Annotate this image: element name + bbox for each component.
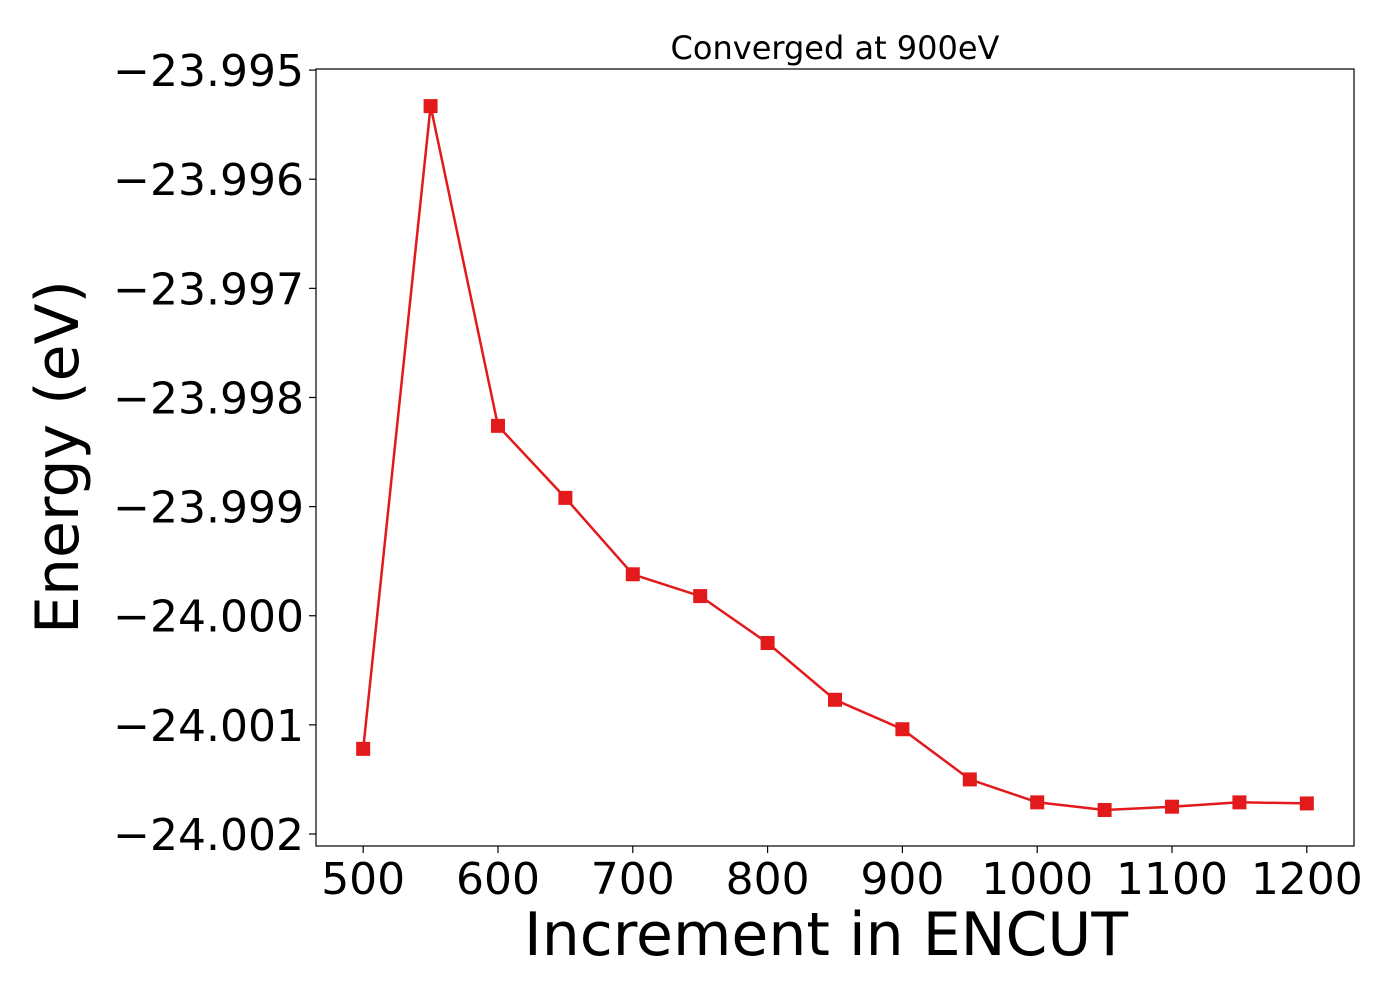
y-tick-label: −23.996 xyxy=(113,155,304,206)
x-tick-label: 1200 xyxy=(1251,854,1363,905)
x-axis-label: Increment in ENCUT xyxy=(524,900,1128,970)
x-tick-label: 700 xyxy=(591,854,675,905)
data-point-marker xyxy=(558,490,573,505)
y-tick-label: −24.002 xyxy=(113,810,304,861)
data-point-marker xyxy=(895,722,910,737)
y-tick-label: −24.000 xyxy=(113,592,304,643)
x-tick-label: 1100 xyxy=(1116,854,1228,905)
data-point-marker xyxy=(1299,796,1314,811)
x-tick-label: 1000 xyxy=(981,854,1093,905)
data-point-marker xyxy=(1165,799,1180,814)
y-tick-label: −23.995 xyxy=(113,46,304,97)
y-tick-label: −24.001 xyxy=(113,701,304,752)
y-tick-label: −23.997 xyxy=(113,264,304,315)
x-tick-label: 600 xyxy=(456,854,540,905)
data-point-marker xyxy=(760,636,775,651)
x-tick-label: 800 xyxy=(726,854,810,905)
y-axis: −23.995 −23.996 −23.997 −23.998 −23.999 −24.0… xyxy=(113,46,316,861)
data-point-marker xyxy=(962,772,977,787)
y-tick-label: −23.999 xyxy=(113,483,304,534)
data-point-marker xyxy=(356,741,371,756)
y-axis-label: Energy (eV) xyxy=(23,280,93,634)
data-point-marker xyxy=(1097,802,1112,817)
series-layer xyxy=(356,99,1314,817)
plot-area xyxy=(315,68,1355,847)
data-point-marker xyxy=(828,692,842,707)
data-point-marker xyxy=(1030,795,1045,810)
y-tick-label: −23.998 xyxy=(113,373,304,424)
data-point-marker xyxy=(693,589,708,604)
data-point-marker xyxy=(625,567,640,582)
x-axis: 500 600 700 800 900 1000 1100 1200 xyxy=(321,846,1363,905)
x-tick-label: 900 xyxy=(860,854,944,905)
chart-title: Converged at 900eV xyxy=(671,29,1000,67)
data-point-marker xyxy=(490,418,505,433)
data-point-marker xyxy=(423,99,438,114)
data-point-marker xyxy=(1232,795,1247,810)
x-tick-label: 500 xyxy=(321,854,405,905)
